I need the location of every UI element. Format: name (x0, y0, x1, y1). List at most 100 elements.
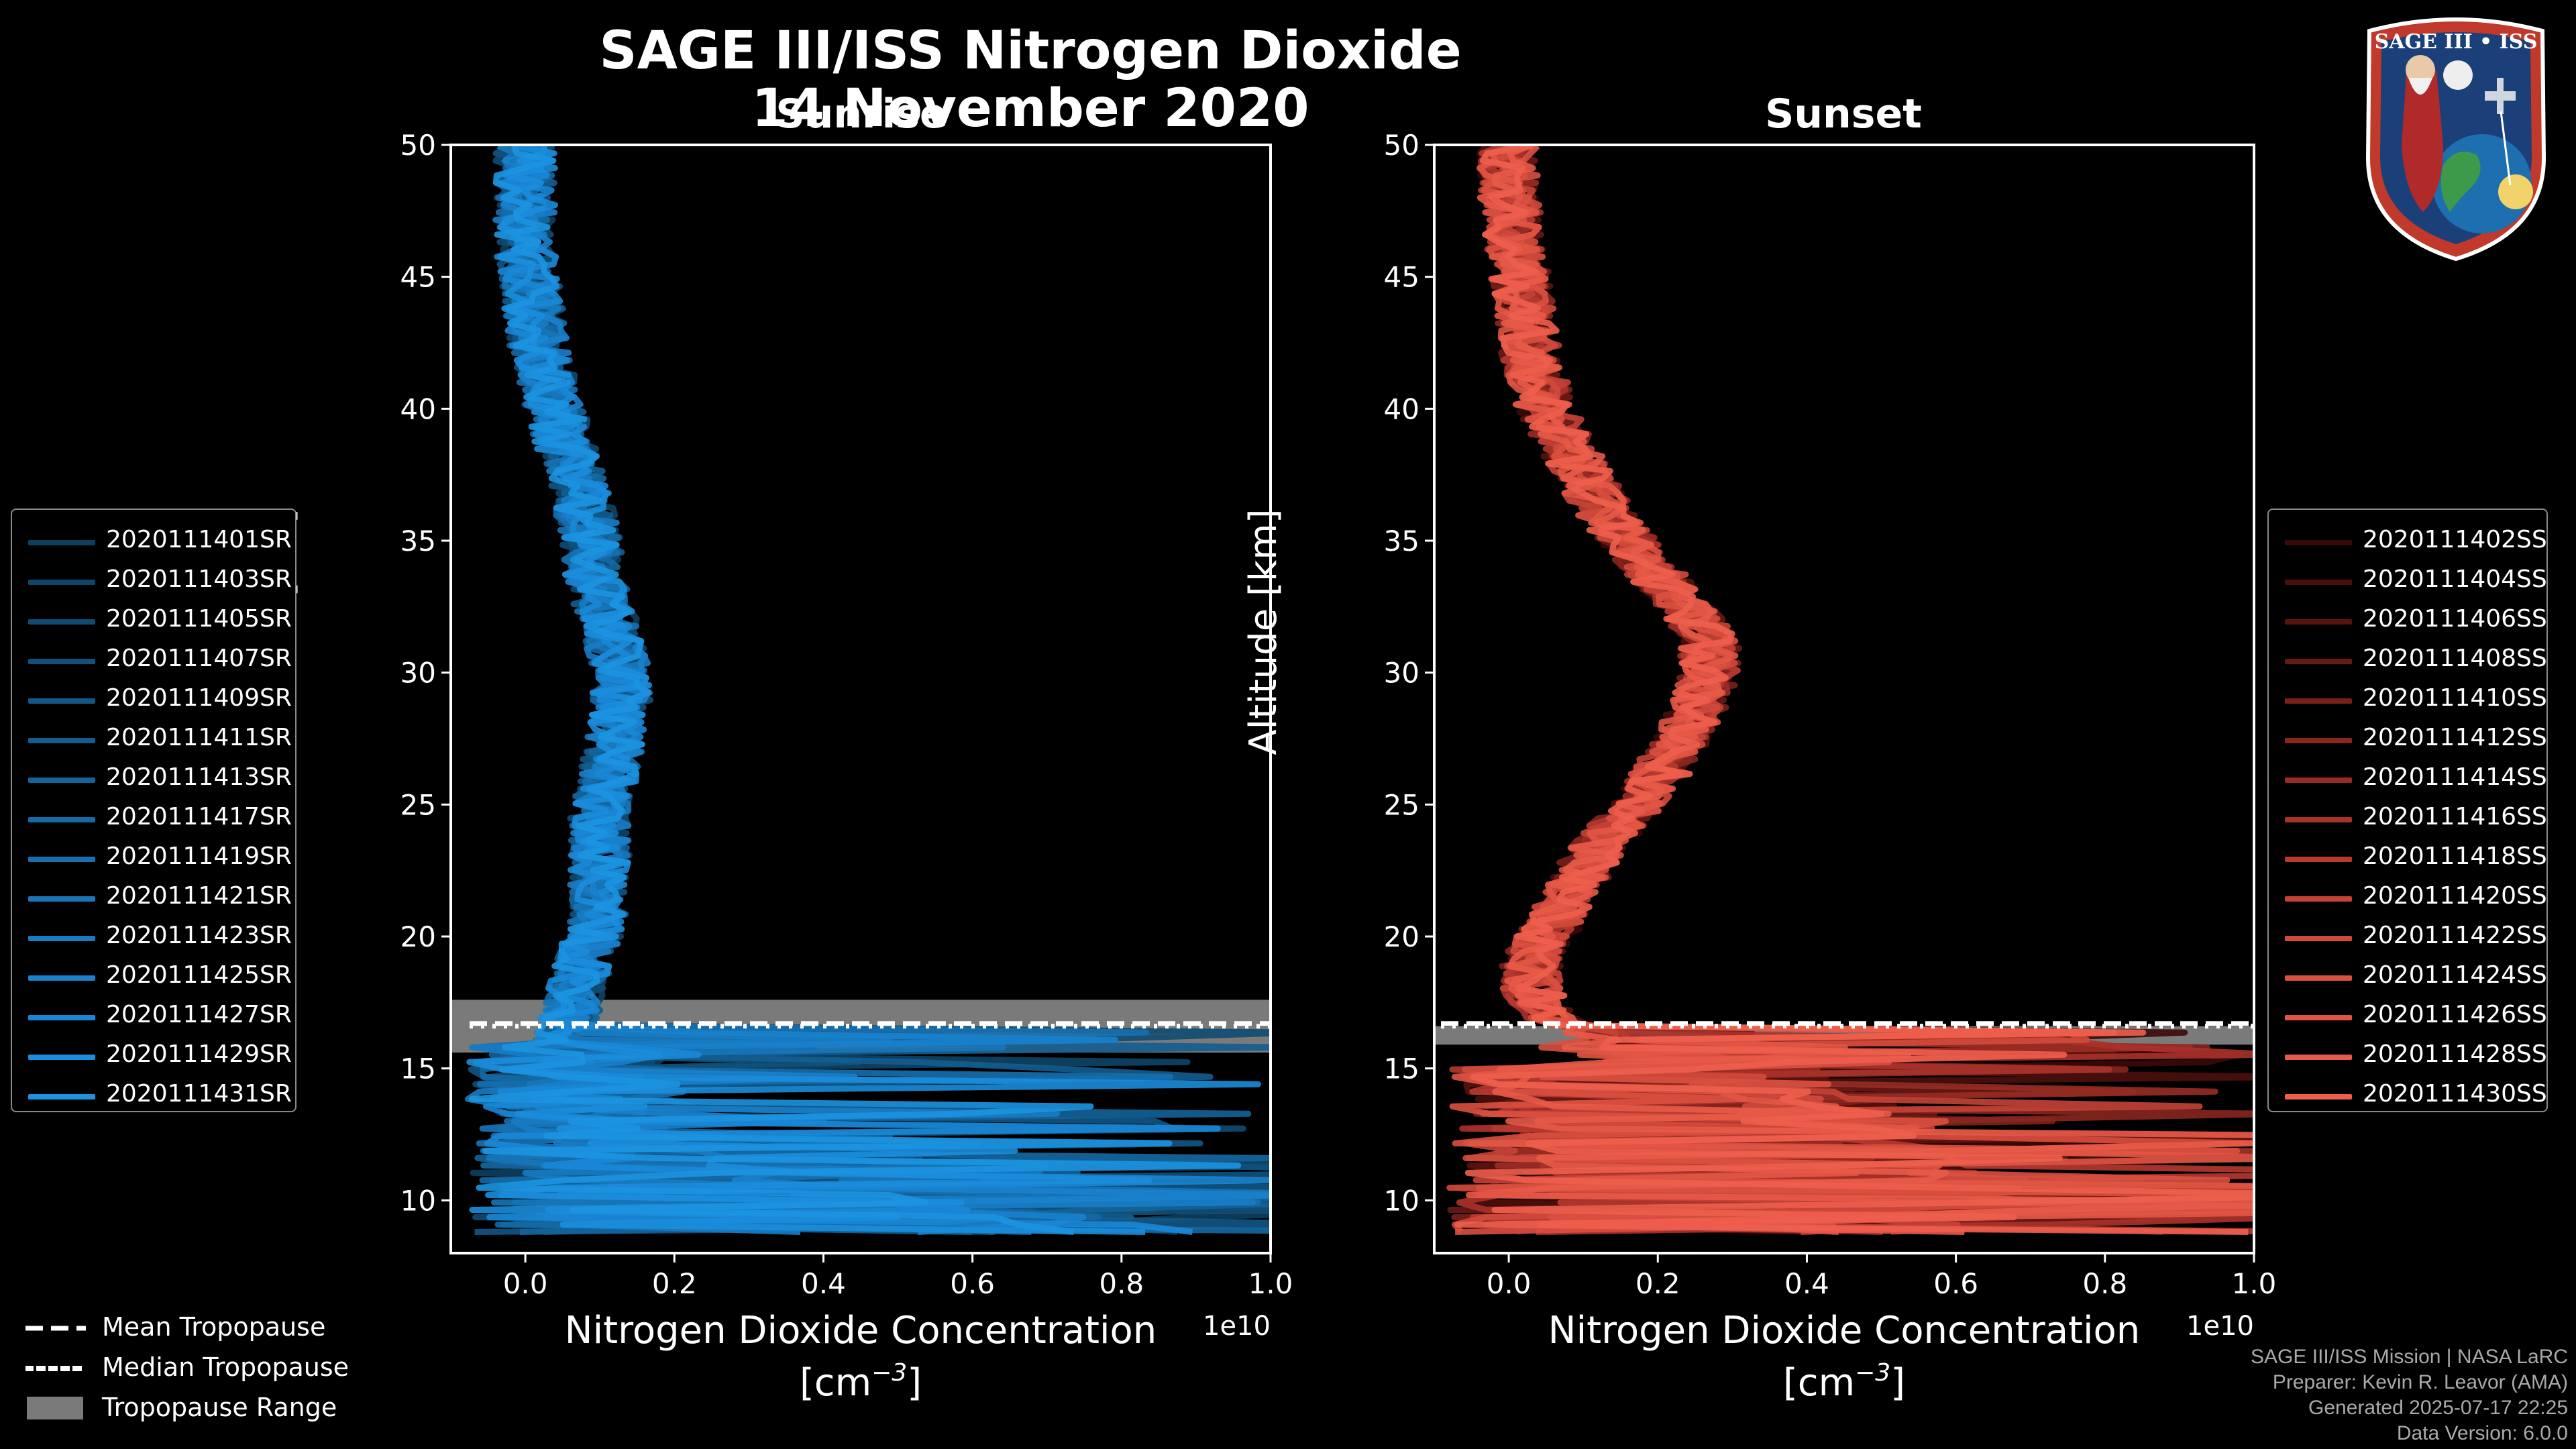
y-tick-label: 45 (1384, 261, 1419, 294)
legend-label: 2020111403SR (106, 566, 292, 593)
y-tick-label: 35 (400, 525, 436, 557)
legend-label: 2020111425SR (106, 961, 292, 989)
panel-subtitle: Sunset (1765, 91, 1922, 138)
legend-label: 2020111427SR (106, 1001, 292, 1028)
x-axis-label: Nitrogen Dioxide Concentration (565, 1309, 1157, 1352)
x-tick-label: 0.8 (1099, 1267, 1144, 1300)
legend-swatch (2285, 1094, 2352, 1099)
legend-item-2020111406SS: 2020111406SS (2269, 601, 2547, 641)
legend-swatch (28, 936, 95, 941)
legend-swatch (2285, 540, 2352, 545)
legend-item-2020111419SR: 2020111419SR (12, 839, 295, 879)
x-tick-label: 0.6 (950, 1267, 995, 1300)
legend-label: Median Tropopause (102, 1352, 349, 1382)
x-offset-label: 1e10 (1203, 1311, 1271, 1342)
legend-swatch (2285, 857, 2352, 862)
x-tick-label: 0.0 (1487, 1267, 1532, 1300)
x-tick-label: 0.6 (1933, 1267, 1978, 1300)
y-tick-label: 50 (400, 129, 436, 162)
legend-swatch (2285, 777, 2352, 783)
y-tick-label: 30 (1384, 657, 1419, 690)
legend-item-2020111405SR: 2020111405SR (12, 601, 295, 641)
legend-label: 2020111401SR (106, 526, 292, 553)
sunrise-legend: 2020111401SR 2020111403SR 2020111405SR 2020… (11, 508, 297, 1112)
x-offset-label: 1e10 (2186, 1311, 2254, 1342)
legend-item-2020111420SS: 2020111420SS (2269, 878, 2547, 918)
y-tick-label: 35 (1384, 525, 1419, 557)
legend-label: 2020111428SS (2363, 1040, 2547, 1068)
legend-item-2020111426SS: 2020111426SS (2269, 997, 2547, 1037)
legend-swatch (2285, 738, 2352, 743)
legend-item-mean-tropopause: Mean Tropopause (20, 1308, 396, 1348)
legend-item-2020111427SR: 2020111427SR (12, 997, 295, 1037)
credits-block: SAGE III/ISS Mission | NASA LaRC Prepare… (2139, 1344, 2568, 1446)
legend-swatch (28, 896, 95, 902)
legend-item-2020111416SS: 2020111416SS (2269, 799, 2547, 839)
legend-item-2020111430SS: 2020111430SS (2269, 1076, 2547, 1116)
series-line-2020111430SS (1454, 145, 2254, 1235)
legend-label: 2020111418SS (2363, 843, 2547, 870)
legend-item-median-tropopause: Median Tropopause (20, 1348, 396, 1389)
y-tick-label: 10 (1384, 1184, 1419, 1217)
y-tick-label: 20 (1384, 920, 1419, 953)
legend-swatch (28, 975, 95, 981)
legend-item-2020111428SS: 2020111428SS (2269, 1036, 2547, 1077)
series-line-2020111431SR (468, 145, 1242, 1235)
legend-swatch (28, 698, 95, 704)
y-tick-label: 40 (400, 392, 436, 425)
legend-item-2020111413SR: 2020111413SR (12, 759, 295, 800)
x-tick-label: 1.0 (2232, 1267, 2277, 1300)
plot-frame (449, 144, 1272, 1254)
x-axis-units: [cm−3] (800, 1359, 922, 1405)
panel-subtitle: Sunrise (775, 91, 947, 138)
y-tick-label: 10 (400, 1184, 436, 1217)
legend-swatch (2285, 817, 2352, 822)
legend-item-2020111429SR: 2020111429SR (12, 1036, 295, 1077)
sage-iii-iss-logo: SAGE III • ISS (2343, 11, 2569, 266)
x-tick-label: 0.0 (503, 1267, 548, 1300)
sunset-panel: Sunset 10 15 20 25 30 35 40 45 50 0.0 0.2 0.4 0.6 0.8 1… (1242, 91, 2277, 1405)
x-axis-label: Nitrogen Dioxide Concentration (1548, 1309, 2141, 1352)
legend-label: 2020111417SR (106, 803, 292, 830)
legend-swatch (28, 619, 95, 625)
legend-label: 2020111419SR (106, 843, 292, 870)
y-tick-label: 20 (400, 920, 436, 953)
x-tick-label: 0.4 (801, 1267, 846, 1300)
y-tick-label: 25 (400, 788, 436, 821)
legend-item-2020111403SR: 2020111403SR (12, 561, 295, 602)
legend-item-2020111431SR: 2020111431SR (12, 1076, 295, 1116)
y-tick-label: 15 (400, 1053, 436, 1085)
legend-swatch (28, 738, 95, 743)
legend-label: 2020111430SS (2363, 1080, 2547, 1108)
legend-swatch (2285, 580, 2352, 585)
legend-swatch (28, 540, 95, 545)
legend-label: 2020111414SS (2363, 763, 2547, 791)
legend-item-2020111402SS: 2020111402SS (2269, 522, 2547, 562)
credit-line: SAGE III/ISS Mission | NASA LaRC (2251, 1346, 2568, 1368)
mission-patch-icon: SAGE III • ISS (2365, 17, 2546, 262)
legend-swatch (2285, 659, 2352, 664)
legend-item-2020111421SR: 2020111421SR (12, 878, 295, 918)
y-tick-label: 45 (400, 261, 436, 294)
legend-label: 2020111411SR (106, 724, 292, 751)
plot-area (451, 145, 1271, 1235)
x-tick-label: 1.0 (1248, 1267, 1293, 1300)
legend-label: 2020111420SS (2363, 882, 2547, 910)
y-tick-label: 40 (1384, 392, 1419, 425)
legend-item-2020111417SR: 2020111417SR (12, 799, 295, 839)
credit-line: Data Version: 6.0.0 (2396, 1422, 2568, 1444)
legend-swatch (2285, 936, 2352, 941)
legend-item-2020111409SR: 2020111409SR (12, 680, 295, 720)
legend-swatch (28, 580, 95, 585)
legend-swatch (28, 1055, 95, 1060)
legend-swatch (28, 659, 95, 664)
legend-item-2020111425SR: 2020111425SR (12, 957, 295, 998)
credit-line: Generated 2025-07-17 22:25 (2308, 1397, 2568, 1419)
chart-date: 14 November 2020 (751, 78, 1309, 139)
y-tick-label: 15 (1384, 1053, 1419, 1085)
legend-swatch (28, 857, 95, 862)
x-tick-label: 0.8 (2082, 1267, 2127, 1300)
legend-item-2020111422SS: 2020111422SS (2269, 918, 2547, 958)
legend-label: Tropopause Range (102, 1393, 337, 1422)
legend-swatch (28, 817, 95, 822)
